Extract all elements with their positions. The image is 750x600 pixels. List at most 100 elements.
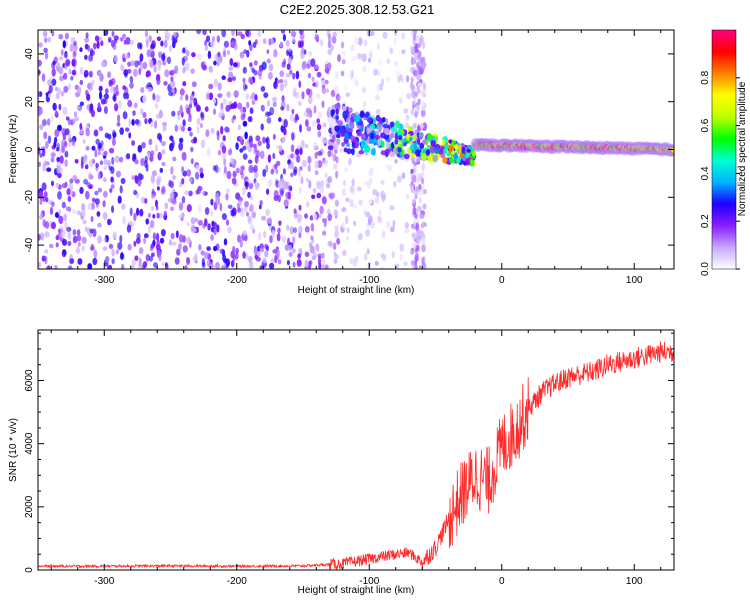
x-tick-label: 100: [626, 275, 643, 286]
spectrogram-cell: [272, 249, 278, 254]
spectrogram-cell: [420, 109, 427, 118]
spectrogram-cell: [98, 85, 103, 92]
snr-y-ticks: 0 2000 4000 6000: [24, 332, 674, 573]
spectrogram-cell: [249, 195, 254, 201]
spectrogram-cell: [76, 210, 82, 216]
spectrogram-cell: [290, 144, 295, 153]
spectrogram-cell: [85, 32, 89, 39]
spectrogram-cell: [166, 32, 172, 38]
spectrogram-cell: [196, 30, 202, 35]
colorbar-scale: [711, 29, 737, 270]
spectrogram-cell: [48, 93, 52, 99]
spectrogram-cell: [337, 120, 344, 127]
spectrogram-cell: [145, 218, 150, 225]
spectrogram-cell: [281, 235, 287, 244]
spectrogram-cell: [174, 257, 180, 265]
spectrogram-cell: [89, 184, 94, 189]
spectrogram-cell: [173, 31, 178, 38]
spectrogram-cell: [393, 37, 397, 46]
colorbar-tick-label: 0.4: [700, 166, 711, 180]
y-tick-label: 4000: [24, 432, 35, 455]
spectrogram-cell: [131, 259, 137, 266]
spectrogram-cell: [158, 213, 163, 219]
colorbar-tick-label: 0.8: [700, 70, 711, 84]
spectrogram-cell: [278, 79, 284, 84]
spectrogram-cell: [324, 67, 330, 74]
spectrogram-cell: [298, 204, 302, 211]
spectrogram-cell: [159, 167, 164, 173]
spectrogram-cell: [362, 101, 367, 108]
spectrogram-cell: [152, 232, 156, 241]
spectrogram-cell: [301, 91, 305, 100]
spectrogram-cell: [340, 128, 346, 137]
spectrogram-cell: [205, 92, 211, 100]
spectrogram-cell: [111, 205, 114, 214]
spectrogram-cell: [210, 211, 214, 217]
spectrogram-cell: [337, 95, 341, 102]
spectrogram-cell: [246, 101, 250, 109]
spectrogram-cell: [54, 128, 60, 138]
spectrogram-cell: [79, 186, 84, 195]
spectrogram-cell: [394, 263, 400, 269]
spectrogram-cell: [248, 135, 253, 144]
spectrogram-cell: [67, 142, 72, 147]
spectrogram-cell: [370, 148, 375, 156]
spectrogram-cell: [337, 54, 341, 63]
spectrogram-cell: [351, 56, 357, 61]
spectrogram-cell: [93, 129, 99, 137]
spectrogram-cell: [222, 50, 227, 58]
spectrogram-cell: [121, 203, 126, 210]
spectrogram-cell: [85, 190, 90, 200]
spectrogram-cell: [305, 119, 309, 128]
spectrogram-cell: [126, 224, 132, 233]
spectrogram-cell: [226, 219, 229, 226]
spectrogram-cell: [322, 230, 327, 236]
spectrogram-cell: [292, 261, 296, 268]
spectrogram-cell: [239, 169, 244, 176]
spectrogram-cell: [313, 141, 318, 149]
spectrogram-cell: [419, 133, 424, 139]
spectrogram-cell: [62, 106, 68, 116]
spectrogram-cell: [422, 203, 427, 210]
spectrogram-cell: [95, 162, 99, 168]
spectrogram-cell: [306, 107, 312, 115]
snr-y-axis-label: SNR (10 * v/v): [8, 418, 19, 482]
spectrogram-cell: [56, 62, 61, 69]
spectrogram-cell: [152, 93, 156, 101]
spectrogram-cell: [262, 136, 266, 144]
spectrogram-cell: [197, 185, 202, 195]
spectrogram-cell: [50, 180, 55, 187]
spectrogram-cell: [210, 127, 215, 134]
spectrogram-cell: [230, 157, 234, 165]
spectrogram-cell: [73, 44, 78, 51]
spectrogram-cell: [312, 187, 317, 194]
spectrogram-cell: [259, 200, 263, 206]
spectrogram-cell: [111, 258, 115, 265]
spectrogram-cell: [204, 44, 209, 51]
spectrogram-cell: [155, 94, 160, 103]
spectrogram-cell: [150, 174, 155, 184]
spectrogram-cell: [334, 103, 341, 109]
spectrogram-cell: [285, 40, 290, 47]
spectrogram-cell: [324, 63, 329, 70]
spectrogram-cell: [435, 136, 439, 142]
spectrogram-cell: [274, 163, 278, 170]
spectrogram-cell: [310, 223, 315, 232]
spectrogram-cell: [216, 224, 220, 233]
spectrogram-cell: [51, 78, 57, 86]
spectrogram-cell: [288, 251, 293, 257]
spectrogram-cell: [422, 189, 427, 195]
spectrogram-cell: [380, 180, 385, 185]
spectrogram-cell: [94, 149, 98, 158]
spectrogram-cell: [285, 72, 291, 78]
spectrogram-cell: [326, 208, 331, 215]
spectrogram-cell: [225, 193, 229, 201]
spectrogram-cell: [319, 186, 325, 194]
spectrogram-cell: [99, 160, 104, 166]
spectrogram-cell: [275, 169, 279, 175]
spectrogram-cell: [156, 175, 162, 184]
spectrogram-cell: [129, 207, 133, 216]
spectrogram-cell: [190, 158, 194, 165]
spectrogram-cell: [59, 225, 64, 231]
spectrogram-cell: [213, 60, 217, 66]
